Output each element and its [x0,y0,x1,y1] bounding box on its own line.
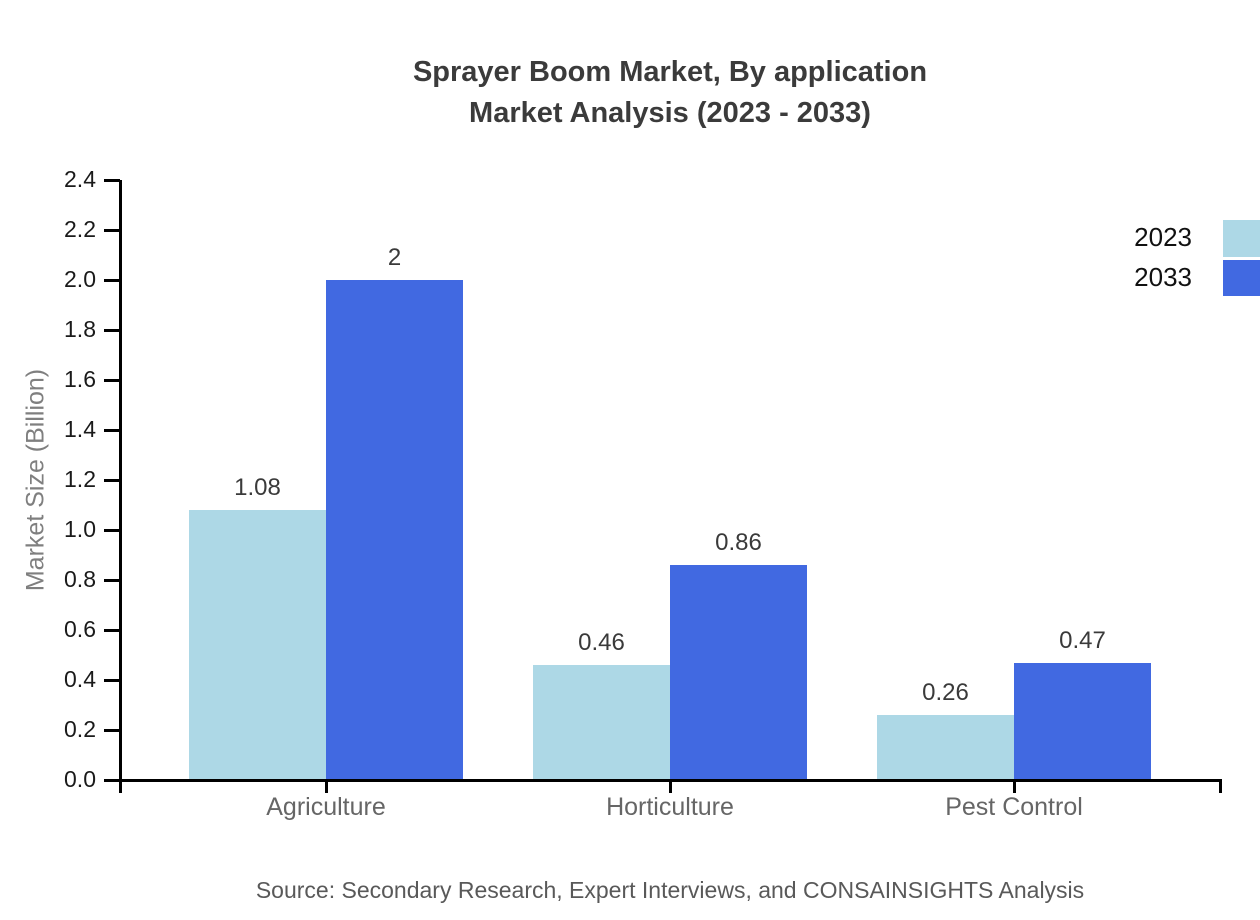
y-tick-label: 0.6 [64,616,96,642]
y-tick-label: 1.6 [64,366,96,392]
bar-value-label: 0.26 [922,679,969,706]
y-tick-mark [104,228,120,232]
x-tick-mark [1012,780,1016,793]
bar-2033-horticulture [670,565,807,779]
y-tick-label: 1.4 [64,416,96,442]
y-tick-label: 2.4 [64,166,96,192]
y-tick-label: 0.4 [64,666,96,692]
x-category-label: Pest Control [945,793,1083,821]
y-tick-label: 1.2 [64,466,96,492]
x-tick-mark [324,780,328,793]
bar-value-label: 0.46 [578,629,625,656]
chart-title-line-1: Sprayer Boom Market, By application [412,56,928,88]
chart-title-line-2: Market Analysis (2023 - 2033) [469,97,871,129]
y-tick-label: 1.8 [64,316,96,342]
y-tick-mark [104,428,120,432]
y-tick-label: 0.2 [64,716,96,742]
y-tick-label: 2.0 [64,266,96,292]
y-tick-label: 0.0 [64,766,96,792]
y-tick-mark [104,528,120,532]
y-tick-label: 0.8 [64,566,96,592]
bar-value-label: 1.08 [234,474,281,501]
x-tick-mark [668,780,672,793]
y-tick-mark [104,578,120,582]
bar-value-label: 0.86 [715,529,762,556]
legend-label-2033: 2033 [1134,262,1192,292]
bar-2023-pest-control [877,715,1014,779]
legend-swatch-2033 [1223,260,1260,296]
y-tick-mark [104,778,120,782]
bar-value-label: 2 [387,244,402,271]
bar-value-label: 0.47 [1059,626,1106,654]
y-tick-mark [104,728,120,732]
source-attribution: Source: Secondary Research, Expert Inter… [255,877,1085,903]
x-axis-end-tick [1219,780,1222,793]
y-tick-mark [104,378,120,382]
y-tick-mark [104,628,120,632]
y-axis-line [118,180,122,793]
y-tick-label: 1.0 [64,516,96,542]
y-tick-mark [104,278,120,282]
y-tick-mark [104,678,120,682]
legend-swatch-2023 [1223,220,1260,257]
legend-label-2023: 2023 [1134,222,1192,252]
y-tick-mark [104,478,120,482]
bar-2023-agriculture [189,510,326,779]
bar-2023-horticulture [533,665,670,779]
y-tick-label: 2.2 [64,216,96,242]
x-category-label: Agriculture [266,793,386,821]
bar-2033-agriculture [326,280,463,779]
x-category-label: Horticulture [606,793,734,821]
y-tick-mark [104,328,120,332]
bar-2033-pest-control [1014,662,1151,779]
y-tick-mark [104,178,120,182]
chart-title: Sprayer Boom Market, By application Mark… [80,52,1260,134]
